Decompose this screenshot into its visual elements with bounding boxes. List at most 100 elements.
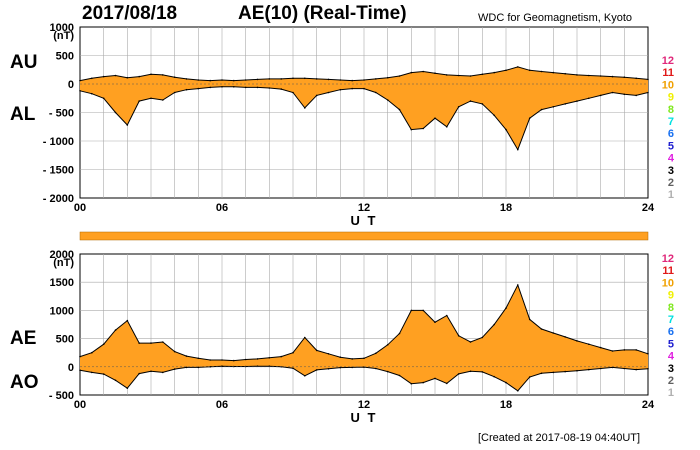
data-point-ae [150,342,152,344]
data-point-al [599,94,602,97]
data-point-au [481,73,484,76]
data-point-al [517,148,519,151]
data-point-ao [588,368,590,371]
y-tick-label: 1000 [50,305,74,317]
data-point-au [126,76,129,79]
data-point-al [185,88,188,91]
station-legend-item: 4 [668,351,675,363]
data-point-al [162,99,164,101]
data-point-ae [102,343,105,346]
data-point-ae [611,350,614,352]
ao-label: AO [10,372,39,393]
y-tick-label: - 1000 [43,136,74,148]
data-point-ae [564,336,566,338]
data-point-al [304,107,306,109]
data-point-ao [233,365,235,368]
data-point-ao [185,366,188,369]
data-point-al [221,86,223,88]
x-tick-label: 12 [358,399,370,411]
data-point-ae [197,357,200,360]
data-point-ao [434,377,436,380]
institution-label: WDC for Geomagnetism, Kyoto [478,12,633,24]
station-legend-item: 8 [668,104,674,116]
data-point-ao [114,379,117,382]
data-point-ae [647,353,649,355]
data-point-ae [79,355,81,358]
data-point-ao [635,368,637,371]
data-point-au [280,78,283,80]
data-point-ae [221,359,223,361]
data-point-ao [102,373,105,375]
data-point-au [339,79,342,81]
data-point-ao [457,373,460,375]
y-tick-label: 1500 [50,277,74,289]
data-point-ae [398,332,401,335]
series-al [79,86,649,151]
x-tick-label: 18 [500,202,512,214]
y-tick-label: 2000 [50,249,74,261]
data-point-ae [304,336,306,339]
data-point-ae [481,336,484,339]
index-title: AE(10) (Real-Time) [238,3,407,24]
y-tick-label: - 1500 [43,165,74,177]
data-point-al [528,117,531,119]
station-legend-item: 6 [668,326,674,338]
data-point-au [351,79,354,82]
data-point-al [197,87,200,90]
data-point-au [256,78,259,81]
x-tick-label: 00 [74,399,86,411]
station-legend-item: 7 [668,116,674,128]
data-point-ae [576,340,578,342]
data-point-au [410,71,413,74]
data-point-ao [599,367,602,370]
x-tick-label: 24 [642,202,655,214]
data-point-au [576,74,578,76]
data-point-ae [244,358,247,361]
data-point-ao [327,368,330,370]
data-point-ao [138,372,140,375]
data-point-al [576,100,578,102]
data-point-ao [363,366,365,368]
data-point-ae [410,309,413,312]
station-legend-item: 12 [662,55,674,67]
x-tick-label: 06 [216,399,228,411]
station-legend-item: 10 [662,277,674,289]
station-legend-item: 9 [668,92,674,104]
station-legend-item: 9 [668,290,674,302]
data-point-au [517,66,519,68]
data-point-ao [446,382,448,385]
data-point-ao [552,371,555,374]
data-point-ae [375,352,377,355]
data-point-ae [339,356,342,359]
unit-label: (nT) [53,30,74,42]
data-point-ao [150,370,152,373]
data-point-al [647,91,649,94]
data-point-ao [315,369,318,371]
data-point-ao [517,390,519,392]
data-point-ae [233,359,235,362]
data-point-au [173,76,176,78]
data-point-al [446,126,448,128]
data-point-al [102,97,105,100]
data-point-al [635,94,637,97]
data-point-al [209,86,211,89]
data-point-ae [209,359,211,361]
data-point-ao [79,369,81,372]
y-tick-label: 0 [68,362,74,374]
data-point-al [375,91,377,94]
data-point-al [481,103,484,105]
data-point-ae [280,355,283,358]
data-point-ae [434,321,436,324]
data-point-ae [351,358,354,360]
data-point-au [647,78,649,81]
data-point-au [304,77,306,80]
data-point-au [564,72,566,75]
station-legend-item: 7 [668,314,674,326]
data-point-ae [517,284,519,286]
data-point-au [599,75,602,77]
data-point-au [91,77,93,80]
data-point-al [173,91,176,94]
status-bar [79,231,649,241]
data-point-al [244,86,247,89]
